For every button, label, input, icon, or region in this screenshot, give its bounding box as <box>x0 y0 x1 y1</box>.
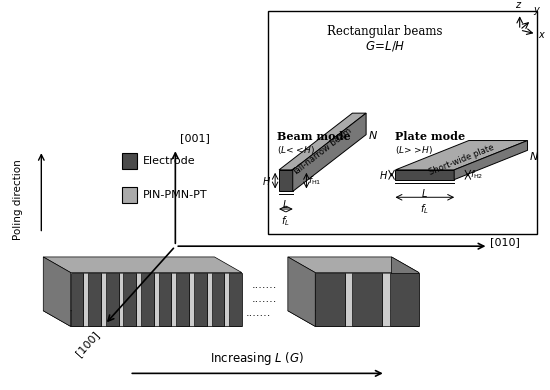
Polygon shape <box>353 273 382 326</box>
Text: Poling direction: Poling direction <box>13 159 23 239</box>
Text: Tall-narrow beam: Tall-narrow beam <box>292 127 354 178</box>
Text: $(L\!>\!>\!H)$: $(L\!>\!>\!H)$ <box>395 144 433 156</box>
Polygon shape <box>279 170 293 191</box>
Polygon shape <box>84 273 88 326</box>
Bar <box>122 153 137 169</box>
Polygon shape <box>70 273 84 326</box>
Text: [010]: [010] <box>491 237 520 247</box>
Text: Short-wide plate: Short-wide plate <box>427 143 496 177</box>
Polygon shape <box>101 273 106 326</box>
Polygon shape <box>124 273 136 326</box>
Text: Beam mode: Beam mode <box>277 131 351 142</box>
Text: .......: ....... <box>246 308 271 318</box>
Polygon shape <box>382 273 389 326</box>
Polygon shape <box>119 273 124 326</box>
Text: $L$: $L$ <box>421 186 428 199</box>
Polygon shape <box>141 273 154 326</box>
Text: Plate mode: Plate mode <box>395 131 466 142</box>
Polygon shape <box>229 273 242 326</box>
Text: Rectangular beams: Rectangular beams <box>327 25 443 38</box>
Text: $f_{\rm H1}$: $f_{\rm H1}$ <box>309 174 322 187</box>
Bar <box>122 188 137 203</box>
Polygon shape <box>136 273 141 326</box>
Polygon shape <box>288 257 315 326</box>
Text: $H$: $H$ <box>262 175 271 187</box>
Polygon shape <box>88 273 101 326</box>
Polygon shape <box>293 113 366 191</box>
Text: .......: ....... <box>252 294 277 304</box>
Text: $f_L$: $f_L$ <box>282 214 290 228</box>
Polygon shape <box>395 140 527 170</box>
Text: .......: ....... <box>252 280 277 291</box>
Polygon shape <box>389 273 419 326</box>
Polygon shape <box>288 311 419 326</box>
Text: $L$: $L$ <box>283 198 289 210</box>
Text: [100]: [100] <box>74 329 101 358</box>
Text: [001]: [001] <box>180 133 210 144</box>
Text: $H$: $H$ <box>378 169 388 181</box>
Polygon shape <box>345 273 353 326</box>
Polygon shape <box>106 273 119 326</box>
Text: $f_L$: $f_L$ <box>420 202 429 216</box>
Polygon shape <box>172 273 177 326</box>
Text: $f_{\rm H2}$: $f_{\rm H2}$ <box>470 168 483 181</box>
Text: Electrode: Electrode <box>143 156 196 166</box>
Polygon shape <box>212 273 224 326</box>
Polygon shape <box>279 113 366 170</box>
Text: $G\!=\!L/H$: $G\!=\!L/H$ <box>365 39 405 53</box>
Polygon shape <box>154 273 159 326</box>
Bar <box>268 11 537 234</box>
Polygon shape <box>159 273 172 326</box>
Polygon shape <box>392 257 419 326</box>
Polygon shape <box>177 273 189 326</box>
Polygon shape <box>288 257 419 273</box>
Polygon shape <box>189 273 194 326</box>
Text: $y$: $y$ <box>534 5 542 17</box>
Text: Increasing $L$ ($G$): Increasing $L$ ($G$) <box>211 351 305 367</box>
Polygon shape <box>194 273 207 326</box>
Text: PIN-PMN-PT: PIN-PMN-PT <box>143 190 208 200</box>
Text: $x$: $x$ <box>538 30 546 40</box>
Polygon shape <box>207 273 212 326</box>
Polygon shape <box>454 140 527 180</box>
Text: $(L\!<\!<\!H)$: $(L\!<\!<\!H)$ <box>277 144 315 156</box>
Polygon shape <box>315 273 345 326</box>
Polygon shape <box>395 170 454 180</box>
Polygon shape <box>43 311 242 326</box>
Text: $z$: $z$ <box>515 0 522 11</box>
Text: $N$: $N$ <box>368 129 378 141</box>
Polygon shape <box>224 273 229 326</box>
Polygon shape <box>43 257 242 273</box>
Polygon shape <box>43 257 70 326</box>
Text: $N$: $N$ <box>530 150 540 162</box>
